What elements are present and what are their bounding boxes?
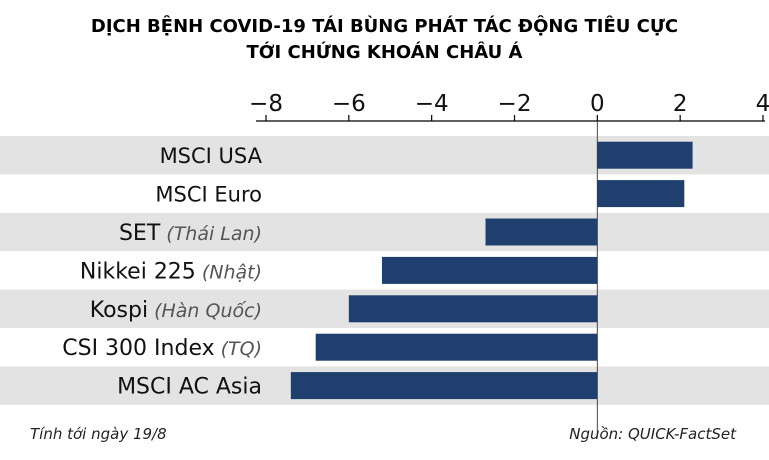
footnote-source: Nguồn: QUICK-FactSet bbox=[569, 425, 736, 443]
category-name: Nikkei 225 bbox=[80, 259, 196, 284]
chart-title: DỊCH BỆNH COVID-19 TÁI BÙNG PHÁT TÁC ĐỘN… bbox=[0, 14, 769, 66]
x-tick-label: −8 bbox=[249, 91, 283, 117]
bar-msci-usa bbox=[597, 141, 693, 169]
bar-nikkei-225 bbox=[381, 256, 598, 284]
bar-csi-300-index bbox=[315, 333, 598, 361]
bar-set bbox=[485, 218, 598, 246]
category-note: (Nhật) bbox=[202, 261, 262, 283]
bar-msci-ac-asia bbox=[290, 372, 598, 400]
category-note: (Hàn Quốc) bbox=[154, 300, 262, 322]
category-label: CSI 300 Index (TQ) bbox=[62, 336, 262, 361]
row-band bbox=[0, 212, 769, 252]
category-name: MSCI Euro bbox=[155, 183, 262, 207]
category-name: SET bbox=[119, 221, 161, 246]
category-name: CSI 300 Index bbox=[62, 336, 214, 361]
category-label: SET (Thái Lan) bbox=[119, 221, 262, 246]
chart-title-line-2: TỚI CHỨNG KHOÁN CHÂU Á bbox=[246, 42, 523, 63]
footnote-date: Tính tới ngày 19/8 bbox=[30, 425, 167, 443]
category-label: MSCI Euro bbox=[155, 183, 262, 207]
x-tick-label: 4 bbox=[756, 91, 769, 117]
category-name: MSCI AC Asia bbox=[117, 375, 262, 400]
category-name: Kospi bbox=[90, 298, 148, 323]
bar-msci-euro bbox=[597, 180, 685, 208]
category-label: Nikkei 225 (Nhật) bbox=[80, 259, 262, 284]
category-note: (TQ) bbox=[221, 338, 262, 360]
category-name: MSCI USA bbox=[160, 144, 263, 168]
chart-title-line-1: DỊCH BỆNH COVID-19 TÁI BÙNG PHÁT TÁC ĐỘN… bbox=[90, 16, 679, 37]
x-tick-label: −2 bbox=[498, 91, 532, 117]
x-tick-label: −6 bbox=[332, 91, 366, 117]
category-note: (Thái Lan) bbox=[166, 223, 262, 245]
category-label: MSCI AC Asia bbox=[117, 375, 262, 400]
x-tick-label: −4 bbox=[415, 91, 449, 117]
x-tick-label: 0 bbox=[590, 91, 605, 117]
x-tick-label: 2 bbox=[673, 91, 688, 117]
category-label: Kospi (Hàn Quốc) bbox=[90, 298, 262, 323]
bar-kospi bbox=[348, 295, 598, 323]
category-label: MSCI USA bbox=[160, 144, 263, 168]
